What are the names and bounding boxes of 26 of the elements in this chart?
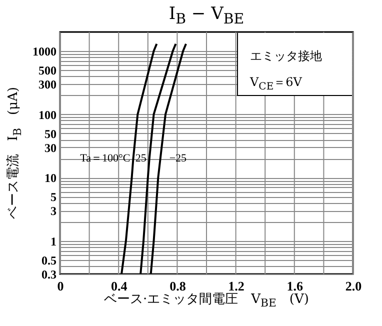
y-tick-label: 300 bbox=[38, 78, 56, 92]
x-tick-label: 0.4 bbox=[110, 278, 128, 294]
x-tick-label: 0 bbox=[57, 278, 64, 294]
annotation: エミッタ接地 bbox=[250, 48, 323, 65]
x-tick-label: 2.0 bbox=[345, 278, 362, 294]
y-tick-label: 500 bbox=[38, 64, 56, 78]
chart-title: I$_{B}$ − V$_{BE}$ bbox=[168, 4, 246, 28]
series-label: −25 bbox=[169, 152, 188, 165]
note-box: エミッタ接地 V$_{CE}$＝6V bbox=[237, 33, 352, 96]
y-tick-label: 1 bbox=[50, 234, 56, 248]
annotation: V$_{CE}$＝6V bbox=[250, 74, 303, 94]
x-tick-label: 1.2 bbox=[228, 278, 244, 294]
y-tick-label: 1000 bbox=[32, 44, 56, 59]
y-tick-label: 30 bbox=[44, 140, 56, 155]
x-tick-label: 0.8 bbox=[170, 278, 186, 294]
y-tick-label: 10 bbox=[44, 171, 56, 186]
y-tick-label: 100 bbox=[38, 108, 56, 122]
y-tick-label: 0.3 bbox=[42, 268, 56, 282]
series-label: 25 bbox=[135, 152, 147, 165]
y-tick-label: 5 bbox=[50, 190, 56, 204]
x-tick-label: 1.6 bbox=[286, 278, 304, 294]
y-tick-label: 3 bbox=[50, 204, 56, 218]
series-label: Ta＝100°C bbox=[80, 152, 130, 165]
y-tick-label: 50 bbox=[44, 126, 56, 141]
x-axis-title: ベース·エミッタ間電圧 V$_{BE}$ (V) bbox=[104, 292, 309, 310]
y-tick-label: 0.5 bbox=[42, 253, 56, 268]
